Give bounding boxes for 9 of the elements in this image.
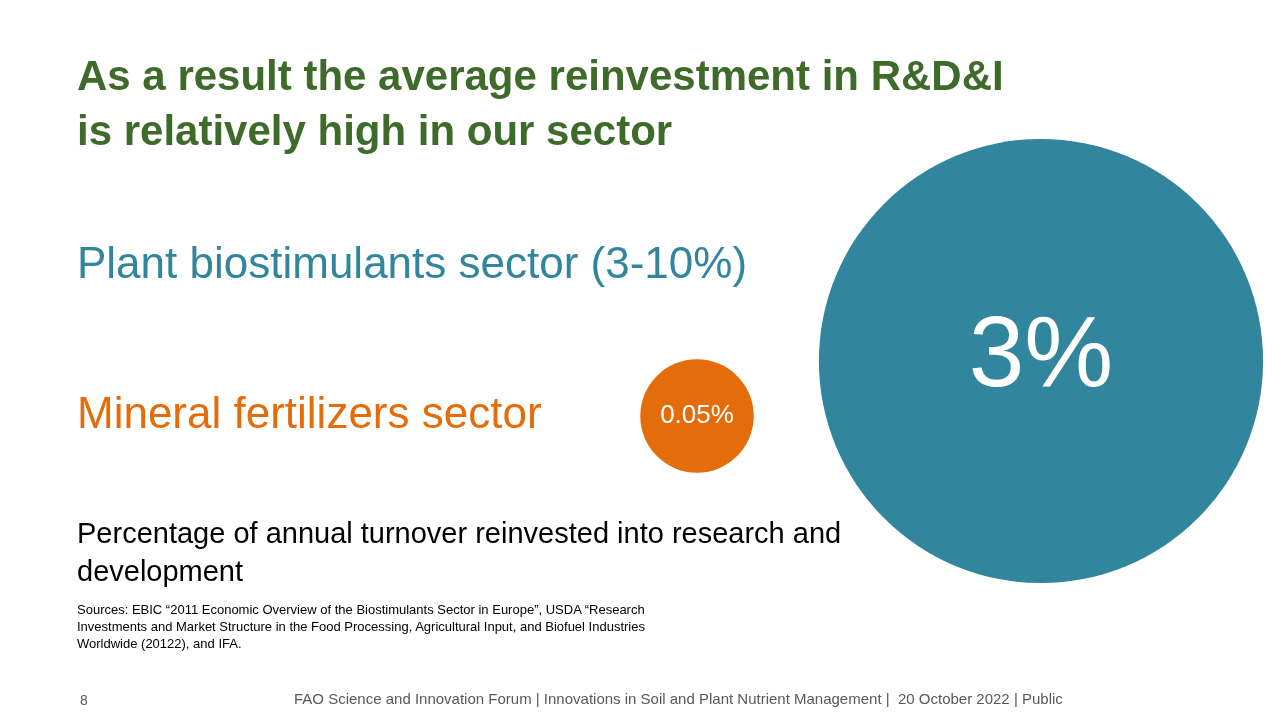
data-label: 0.05%: [660, 398, 734, 429]
text: 8: [80, 692, 88, 708]
data-label: 3%: [968, 295, 1114, 407]
text: Percentage of annual turnover reinvested into research and development: [77, 517, 842, 587]
text: FAO Science and Innovation Forum | Innovations in Soil and Plant Nutrient Management | 20 October 2022 | Public: [294, 690, 1064, 707]
source-note: Sources: EBIC “2011 Economic Overview of the Biostimulants Sector in Europe”, USDA “Research Investments and Market Structure in the Food Processing, Agricultural Input, and Biofuel Industries Worldwide (20122), and IFA.: [77, 602, 646, 651]
category-label: Plant biostimulants sector (3-10%): [77, 238, 748, 287]
text: As a result the average reinvestment in R&D&I is relatively high in our sector: [77, 52, 1004, 154]
category-label: Mineral fertilizers sector: [77, 388, 542, 437]
